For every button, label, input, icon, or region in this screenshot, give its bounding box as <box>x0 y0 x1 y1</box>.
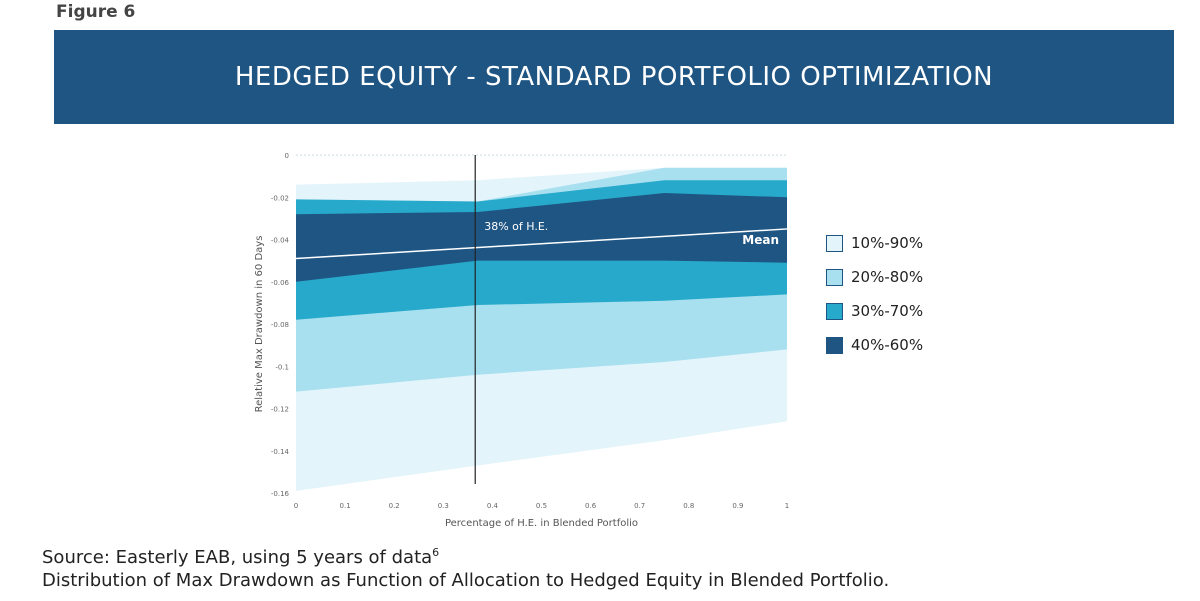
figure-label: Figure 6 <box>56 2 136 22</box>
source-note: Source: Easterly EAB, using 5 years of d… <box>42 546 439 568</box>
y-axis-label: Relative Max Drawdown in 60 Days <box>254 236 265 413</box>
x-tick-label: 0.6 <box>585 502 597 510</box>
legend-swatch <box>826 302 843 320</box>
x-tick-label: 0.4 <box>487 502 499 510</box>
y-tick-label: -0.16 <box>271 490 290 498</box>
y-tick-label: 0 <box>285 152 289 160</box>
bands-layer <box>296 167 787 491</box>
y-tick-labels: 0 -0.02 -0.04 -0.06 -0.08 -0.1 -0.12 -0.14 -0.16 <box>271 152 290 498</box>
y-tick-label: -0.02 <box>271 194 289 202</box>
mean-label: Mean <box>742 233 779 247</box>
y-tick-label: -0.04 <box>271 237 290 245</box>
x-tick-label: 0.9 <box>732 502 743 510</box>
legend-label: 20%-80% <box>851 268 924 286</box>
x-tick-label: 0.7 <box>634 502 645 510</box>
legend-label: 30%-70% <box>851 302 924 320</box>
legend-item: 10%-90% <box>826 226 923 260</box>
legend-item: 40%-60% <box>826 328 923 362</box>
legend-item: 20%-80% <box>826 260 923 294</box>
figure-caption: Distribution of Max Drawdown as Function… <box>42 570 890 591</box>
y-tick-label: -0.06 <box>271 279 290 287</box>
y-tick-label: -0.12 <box>271 406 289 414</box>
y-tick-label: -0.08 <box>271 321 289 329</box>
title-banner: HEDGED EQUITY - STANDARD PORTFOLIO OPTIM… <box>54 30 1174 124</box>
x-axis-label: Percentage of H.E. in Blended Portfolio <box>445 518 638 529</box>
band-40-60 <box>296 193 787 282</box>
legend-swatch <box>826 268 843 286</box>
legend-label: 40%-60% <box>851 336 924 354</box>
x-tick-label: 0.5 <box>536 502 547 510</box>
allocation-marker-label: 38% of H.E. <box>484 220 548 233</box>
x-tick-label: 0.2 <box>389 502 400 510</box>
legend-swatch <box>826 234 843 252</box>
x-tick-label: 0.1 <box>340 502 351 510</box>
legend-item: 30%-70% <box>826 294 923 328</box>
x-tick-label: 1 <box>785 502 789 510</box>
x-tick-label: 0 <box>294 502 298 510</box>
source-text: Source: Easterly EAB, using 5 years of d… <box>42 547 433 568</box>
chart-title: HEDGED EQUITY - STANDARD PORTFOLIO OPTIM… <box>234 62 994 92</box>
legend-label: 10%-90% <box>851 234 924 252</box>
legend: 10%-90% 20%-80% 30%-70% 40%-60% <box>826 226 923 362</box>
source-footnote-marker: 6 <box>432 546 440 559</box>
mean-line <box>295 228 788 260</box>
y-tick-label: -0.14 <box>271 448 290 456</box>
x-tick-label: 0.8 <box>683 502 694 510</box>
legend-swatch <box>826 336 843 354</box>
x-tick-label: 0.3 <box>438 502 449 510</box>
x-tick-labels: 0 0.1 0.2 0.3 0.4 0.5 0.6 0.7 0.8 0.9 1 <box>294 502 789 510</box>
y-tick-label: -0.1 <box>275 363 289 371</box>
